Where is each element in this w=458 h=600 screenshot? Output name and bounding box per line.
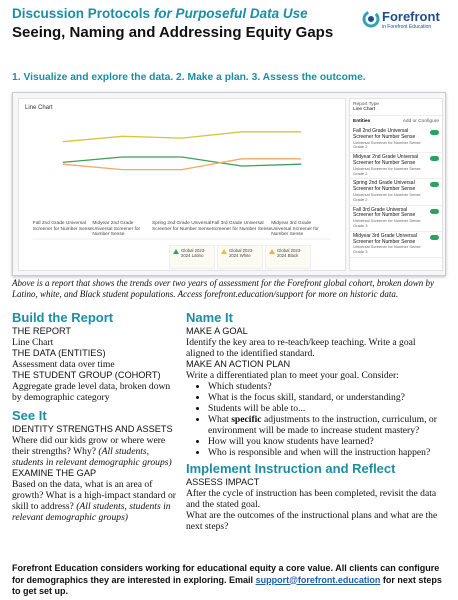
- entity-name: Spring 2nd Grade Universal Screener for …: [353, 180, 416, 193]
- email-link[interactable]: support@forefront.education: [255, 574, 381, 585]
- label: ASSESS IMPACT: [186, 477, 260, 487]
- section-heading: Name It: [186, 310, 233, 325]
- logo-name: Forefront: [382, 9, 440, 24]
- right-column: Name It MAKE A GOAL Identify the key are…: [186, 310, 446, 532]
- toggle[interactable]: [430, 182, 439, 188]
- legend-swatch: [173, 249, 179, 254]
- text: After the cycle of instruction has been …: [186, 488, 437, 510]
- left-column: Build the Report THE REPORT Line Chart T…: [12, 310, 178, 523]
- label: THE REPORT: [12, 326, 72, 336]
- note: (All students, students in relevant demo…: [12, 446, 172, 468]
- text: What are the outcomes of the instruction…: [186, 510, 438, 532]
- chart-panel: Line Chart Fall 2nd Grade Universal Scre…: [18, 98, 346, 271]
- steps: 1. Visualize and explore the data. 2. Ma…: [12, 72, 366, 83]
- toggle[interactable]: [430, 234, 439, 240]
- entity-name: Midyear 2nd Grade Universal Screener for…: [353, 154, 419, 166]
- entity[interactable]: Midyear 3rd Grade Universal Screener for…: [350, 232, 442, 258]
- doc-title: Discussion Protocols for Purposeful Data…: [12, 6, 308, 21]
- text: Aggregate grade level data, broken down …: [12, 381, 171, 403]
- text: Where did our kids grow or where were th…: [12, 435, 178, 468]
- report-type: Line Chart: [350, 107, 442, 116]
- legend-item: Global 2023-2024 White: [217, 245, 263, 269]
- logo-icon: [362, 10, 380, 28]
- entity[interactable]: Spring 2nd Grade Universal Screener for …: [350, 179, 442, 206]
- chart-title: Line Chart: [25, 105, 53, 111]
- title-italic: for Purposeful Data Use: [153, 6, 308, 21]
- section-heading: Build the Report: [12, 310, 114, 325]
- label: MAKE AN ACTION PLAN: [186, 359, 291, 369]
- entity-name: Fall 3rd Grade Universal Screener for Nu…: [353, 206, 416, 219]
- text: Assessment data over time: [12, 359, 115, 370]
- screenshot: Line Chart Fall 2nd Grade Universal Scre…: [12, 92, 446, 276]
- bullet: Who is responsible and when will the ins…: [208, 447, 446, 458]
- text: Based on the data, what is an area of gr…: [12, 479, 178, 523]
- legend-swatch: [221, 249, 227, 254]
- legend-label: Global 2023-2024 Black: [277, 248, 302, 259]
- legend-item: Global 2023-2024 Black: [265, 245, 311, 269]
- entity[interactable]: Midyear 2nd Grade Universal Screener for…: [350, 153, 442, 180]
- legend-label: Global 2023-2024 White: [229, 248, 254, 259]
- text-part: What: [208, 414, 229, 425]
- label: THE DATA (ENTITIES): [12, 348, 106, 358]
- series-line: [62, 158, 302, 171]
- text-part: Where did our kids grow or where were th…: [12, 435, 166, 457]
- series-line: [62, 156, 302, 167]
- legend-label: Global 2023-2024 Latino: [181, 248, 206, 259]
- toggle[interactable]: [430, 208, 439, 214]
- entity[interactable]: Fall 3rd Grade Universal Screener for Nu…: [350, 206, 442, 232]
- entity-list: Fall 2nd Grade Universal Screener for Nu…: [350, 127, 442, 258]
- legend-item: Global 2023-2024 Latino: [169, 245, 215, 269]
- label: EXAMINE THE GAP: [12, 468, 97, 478]
- side-panel: Report Type Line Chart Entities Add or Co…: [349, 98, 443, 271]
- toggle[interactable]: [430, 156, 439, 162]
- section-heading: Implement Instruction and Reflect: [186, 461, 396, 476]
- bullet: Which students?: [208, 381, 446, 392]
- bullet: How will you know students have learned?: [208, 436, 446, 447]
- section-heading: See It: [12, 408, 47, 423]
- bullet: What is the focus skill, standard, or un…: [208, 392, 446, 403]
- legend-swatch: [269, 249, 275, 254]
- chart: [33, 131, 331, 240]
- x-tick-label: Fall 2nd Grade Universal Screener for Nu…: [32, 221, 93, 232]
- label: MAKE A GOAL: [186, 326, 248, 336]
- text-part: Based on the data, what is an area of gr…: [12, 479, 176, 512]
- footer-text: Forefront Education considers working fo…: [12, 563, 440, 585]
- entity-detail: Universal Screener for Number Sense Grad…: [353, 218, 421, 228]
- x-tick-label: Midyear 2nd Grade Universal Screener for…: [92, 221, 141, 238]
- series-line: [62, 131, 302, 143]
- footer-text: for next steps to get set up.: [12, 574, 442, 597]
- entity-detail: Universal Screener for Number Sense Grad…: [353, 244, 421, 255]
- text: Write a differentiated plan to meet your…: [186, 370, 399, 381]
- x-tick-label: Midyear 3rd Grade Universal Screener for…: [271, 221, 319, 238]
- label: THE STUDENT GROUP (COHORT): [12, 370, 161, 380]
- toggle[interactable]: [430, 130, 439, 135]
- entity[interactable]: Fall 2nd Grade Universal Screener for Nu…: [350, 127, 442, 154]
- label: IDENTITY STRENGTHS AND ASSETS: [12, 424, 173, 434]
- x-tick-label: Spring 2nd Grade Universal Screener for …: [152, 221, 212, 232]
- entity-name: Fall 2nd Grade Universal Screener for Nu…: [353, 128, 416, 140]
- entity-detail: Universal Screener for Number Sense Grad…: [353, 191, 421, 202]
- caption: Above is a report that shows the trends …: [12, 278, 435, 299]
- logo-tagline: in Forefront Education: [382, 24, 432, 30]
- bullet: What specific adjustments to the instruc…: [208, 414, 446, 436]
- text-part: adjustments to the instruction, curricul…: [208, 414, 437, 436]
- report-type-label: Report Type: [353, 102, 380, 107]
- bullet-list: Which students? What is the focus skill,…: [186, 381, 446, 458]
- footer: Forefront Education considers working fo…: [12, 563, 448, 598]
- bullet: Students will be able to...: [208, 403, 446, 414]
- entity-detail: Universal Screener for Number Sense Grad…: [353, 139, 421, 150]
- entities-header: Entities Add or Configure: [350, 116, 442, 127]
- entity-detail: Universal Screener for Number Sense Grad…: [353, 165, 421, 176]
- title: Discussion Protocols: [12, 6, 151, 21]
- entities-label: Entities: [353, 119, 371, 124]
- note: (All students, students in relevant demo…: [12, 501, 171, 523]
- emphasis: specific: [231, 414, 262, 425]
- text: Identify the key area to re-teach/keep t…: [186, 337, 416, 359]
- text: Line Chart: [12, 337, 54, 348]
- subtitle: Seeing, Naming and Addressing Equity Gap…: [12, 24, 334, 41]
- x-tick-label: Fall 3rd Grade Universal Screener for Nu…: [211, 221, 272, 232]
- entity-name: Midyear 3rd Grade Universal Screener for…: [353, 232, 417, 245]
- configure[interactable]: Add or Configure: [402, 119, 439, 124]
